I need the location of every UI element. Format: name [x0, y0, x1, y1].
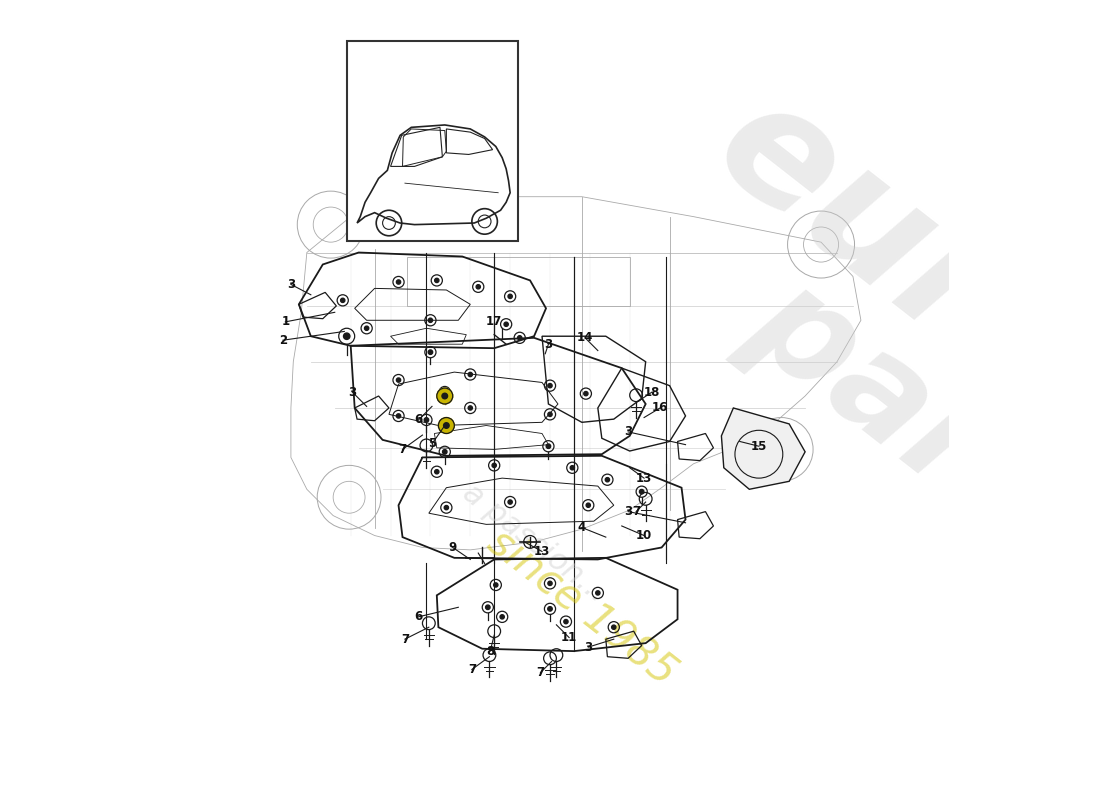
Text: 3: 3 [349, 386, 356, 398]
Text: 11: 11 [561, 631, 578, 644]
Circle shape [548, 606, 552, 611]
Circle shape [504, 322, 508, 326]
Circle shape [469, 372, 472, 377]
Polygon shape [722, 408, 805, 490]
Text: 7: 7 [632, 505, 640, 518]
Text: 1: 1 [282, 315, 289, 328]
Circle shape [639, 490, 643, 494]
Circle shape [548, 412, 552, 417]
Circle shape [485, 605, 490, 610]
Circle shape [425, 418, 429, 422]
Text: euro: euro [685, 64, 1100, 449]
Circle shape [364, 326, 368, 330]
Text: parts: parts [725, 252, 1100, 611]
Text: 7: 7 [398, 443, 407, 456]
Circle shape [442, 450, 447, 454]
Circle shape [564, 619, 568, 624]
Text: a passion...: a passion... [456, 478, 612, 609]
Circle shape [492, 463, 496, 467]
Circle shape [442, 390, 447, 394]
Text: since 1985: since 1985 [480, 521, 684, 694]
Circle shape [548, 582, 552, 586]
Text: 5: 5 [428, 438, 436, 450]
Text: 3: 3 [584, 641, 592, 654]
Text: 2: 2 [279, 334, 287, 346]
Circle shape [518, 336, 521, 340]
Text: 6: 6 [415, 414, 422, 426]
Text: 14: 14 [576, 331, 593, 344]
Bar [346, 42, 518, 241]
Text: 13: 13 [636, 472, 652, 485]
Text: 3: 3 [544, 338, 552, 350]
Circle shape [442, 394, 448, 399]
Text: 17: 17 [486, 315, 503, 328]
Text: 15: 15 [750, 440, 767, 453]
Circle shape [494, 583, 498, 587]
Circle shape [508, 500, 513, 504]
Circle shape [605, 478, 609, 482]
Circle shape [341, 298, 344, 302]
Circle shape [476, 285, 481, 289]
Circle shape [586, 503, 591, 507]
Circle shape [439, 418, 454, 434]
Text: 3: 3 [287, 278, 295, 291]
Text: 16: 16 [652, 402, 668, 414]
Circle shape [508, 294, 513, 298]
Circle shape [396, 378, 400, 382]
Text: 10: 10 [636, 529, 652, 542]
Circle shape [428, 318, 432, 322]
Circle shape [548, 383, 552, 388]
Text: 3: 3 [624, 505, 632, 518]
Circle shape [443, 422, 449, 428]
Circle shape [500, 614, 504, 619]
Circle shape [396, 414, 400, 418]
Text: 18: 18 [644, 386, 660, 398]
Text: 9: 9 [449, 541, 456, 554]
Circle shape [434, 278, 439, 282]
Circle shape [343, 333, 350, 339]
Text: 3: 3 [624, 426, 632, 438]
Text: 7: 7 [468, 663, 476, 676]
Text: 7: 7 [400, 633, 409, 646]
Text: 7: 7 [537, 666, 544, 679]
Text: 6: 6 [415, 610, 422, 623]
Circle shape [444, 506, 449, 510]
Circle shape [437, 388, 453, 404]
Text: 8: 8 [486, 645, 494, 658]
Bar [407, 257, 629, 306]
Circle shape [596, 591, 600, 595]
Text: 13: 13 [534, 545, 550, 558]
Circle shape [584, 391, 588, 396]
Text: 4: 4 [578, 521, 586, 534]
Circle shape [612, 625, 616, 630]
Circle shape [396, 280, 400, 284]
Circle shape [570, 466, 574, 470]
Circle shape [434, 470, 439, 474]
Circle shape [428, 350, 432, 354]
Circle shape [547, 444, 551, 449]
Circle shape [469, 406, 472, 410]
